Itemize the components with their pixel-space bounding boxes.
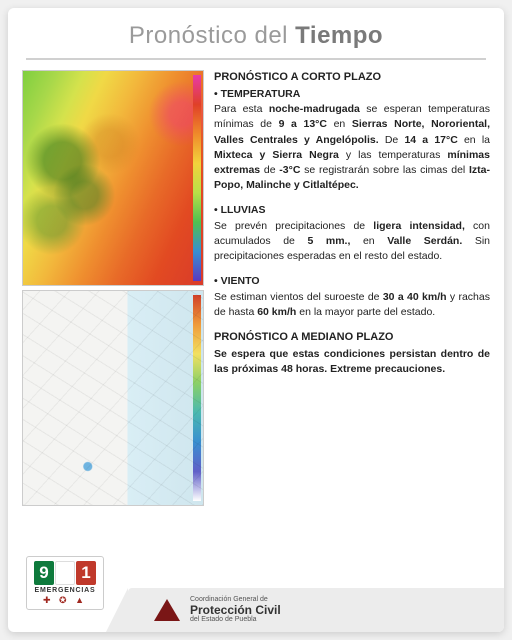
- rain-paragraph: Se prevén precipitaciones de ligera inte…: [214, 219, 490, 265]
- forecast-card: Pronóstico del Tiempo PRONÓSTICO A CORTO…: [8, 8, 504, 632]
- wind-paragraph: Se estiman vientos del suroeste de 30 a …: [214, 290, 490, 320]
- org-banner: Coordinación General de Protección Civil…: [128, 588, 504, 632]
- mid-term-block: PRONÓSTICO A MEDIANO PLAZO Se espera que…: [214, 330, 490, 377]
- title-bar: Pronóstico del Tiempo: [8, 8, 504, 54]
- rain-label: • LLUVIAS: [214, 203, 490, 218]
- wind-block: • VIENTO Se estiman vientos del suroeste…: [214, 274, 490, 320]
- wind-label: • VIENTO: [214, 274, 490, 289]
- mid-term-paragraph: Se espera que estas condiciones persista…: [214, 347, 490, 377]
- org-line2: Protección Civil: [190, 604, 281, 617]
- org-line3: del Estado de Puebla: [190, 616, 281, 623]
- temp-label: • TEMPERATURA: [214, 87, 490, 102]
- forecast-text: PRONÓSTICO A CORTO PLAZO • TEMPERATURA P…: [214, 70, 490, 506]
- title-divider: [26, 58, 486, 60]
- precipitation-colorbar: [193, 295, 201, 501]
- digit-9: 9: [34, 561, 54, 585]
- maps-column: [22, 70, 204, 506]
- temp-paragraph: Para esta noche-madrugada se esperan tem…: [214, 102, 490, 193]
- digit-1b: 1: [76, 561, 96, 585]
- precipitation-map: [22, 290, 204, 506]
- title-light: Pronóstico del: [129, 22, 295, 49]
- emergency-number: 9 1 1: [30, 561, 100, 585]
- rain-block: • LLUVIAS Se prevén precipitaciones de l…: [214, 203, 490, 264]
- page-title: Pronóstico del Tiempo: [8, 22, 504, 50]
- title-bold: Tiempo: [295, 22, 383, 49]
- temperature-colorbar: [193, 75, 201, 281]
- short-term-block: PRONÓSTICO A CORTO PLAZO • TEMPERATURA P…: [214, 70, 490, 193]
- temperature-map: [22, 70, 204, 286]
- digit-1a: 1: [55, 561, 75, 585]
- content-row: PRONÓSTICO A CORTO PLAZO • TEMPERATURA P…: [8, 70, 504, 506]
- short-term-heading: PRONÓSTICO A CORTO PLAZO: [214, 70, 490, 86]
- emergency-icons: ✚ ✪ ▲: [30, 595, 100, 606]
- proteccion-civil-icon: [154, 599, 180, 621]
- emergency-badge: 9 1 1 EMERGENCIAS ✚ ✪ ▲: [26, 556, 104, 610]
- emergency-label: EMERGENCIAS: [30, 587, 100, 594]
- mid-term-heading: PRONÓSTICO A MEDIANO PLAZO: [214, 330, 490, 346]
- org-text: Coordinación General de Protección Civil…: [190, 596, 281, 623]
- footer: 9 1 1 EMERGENCIAS ✚ ✪ ▲ Coordinación Gen…: [8, 546, 504, 632]
